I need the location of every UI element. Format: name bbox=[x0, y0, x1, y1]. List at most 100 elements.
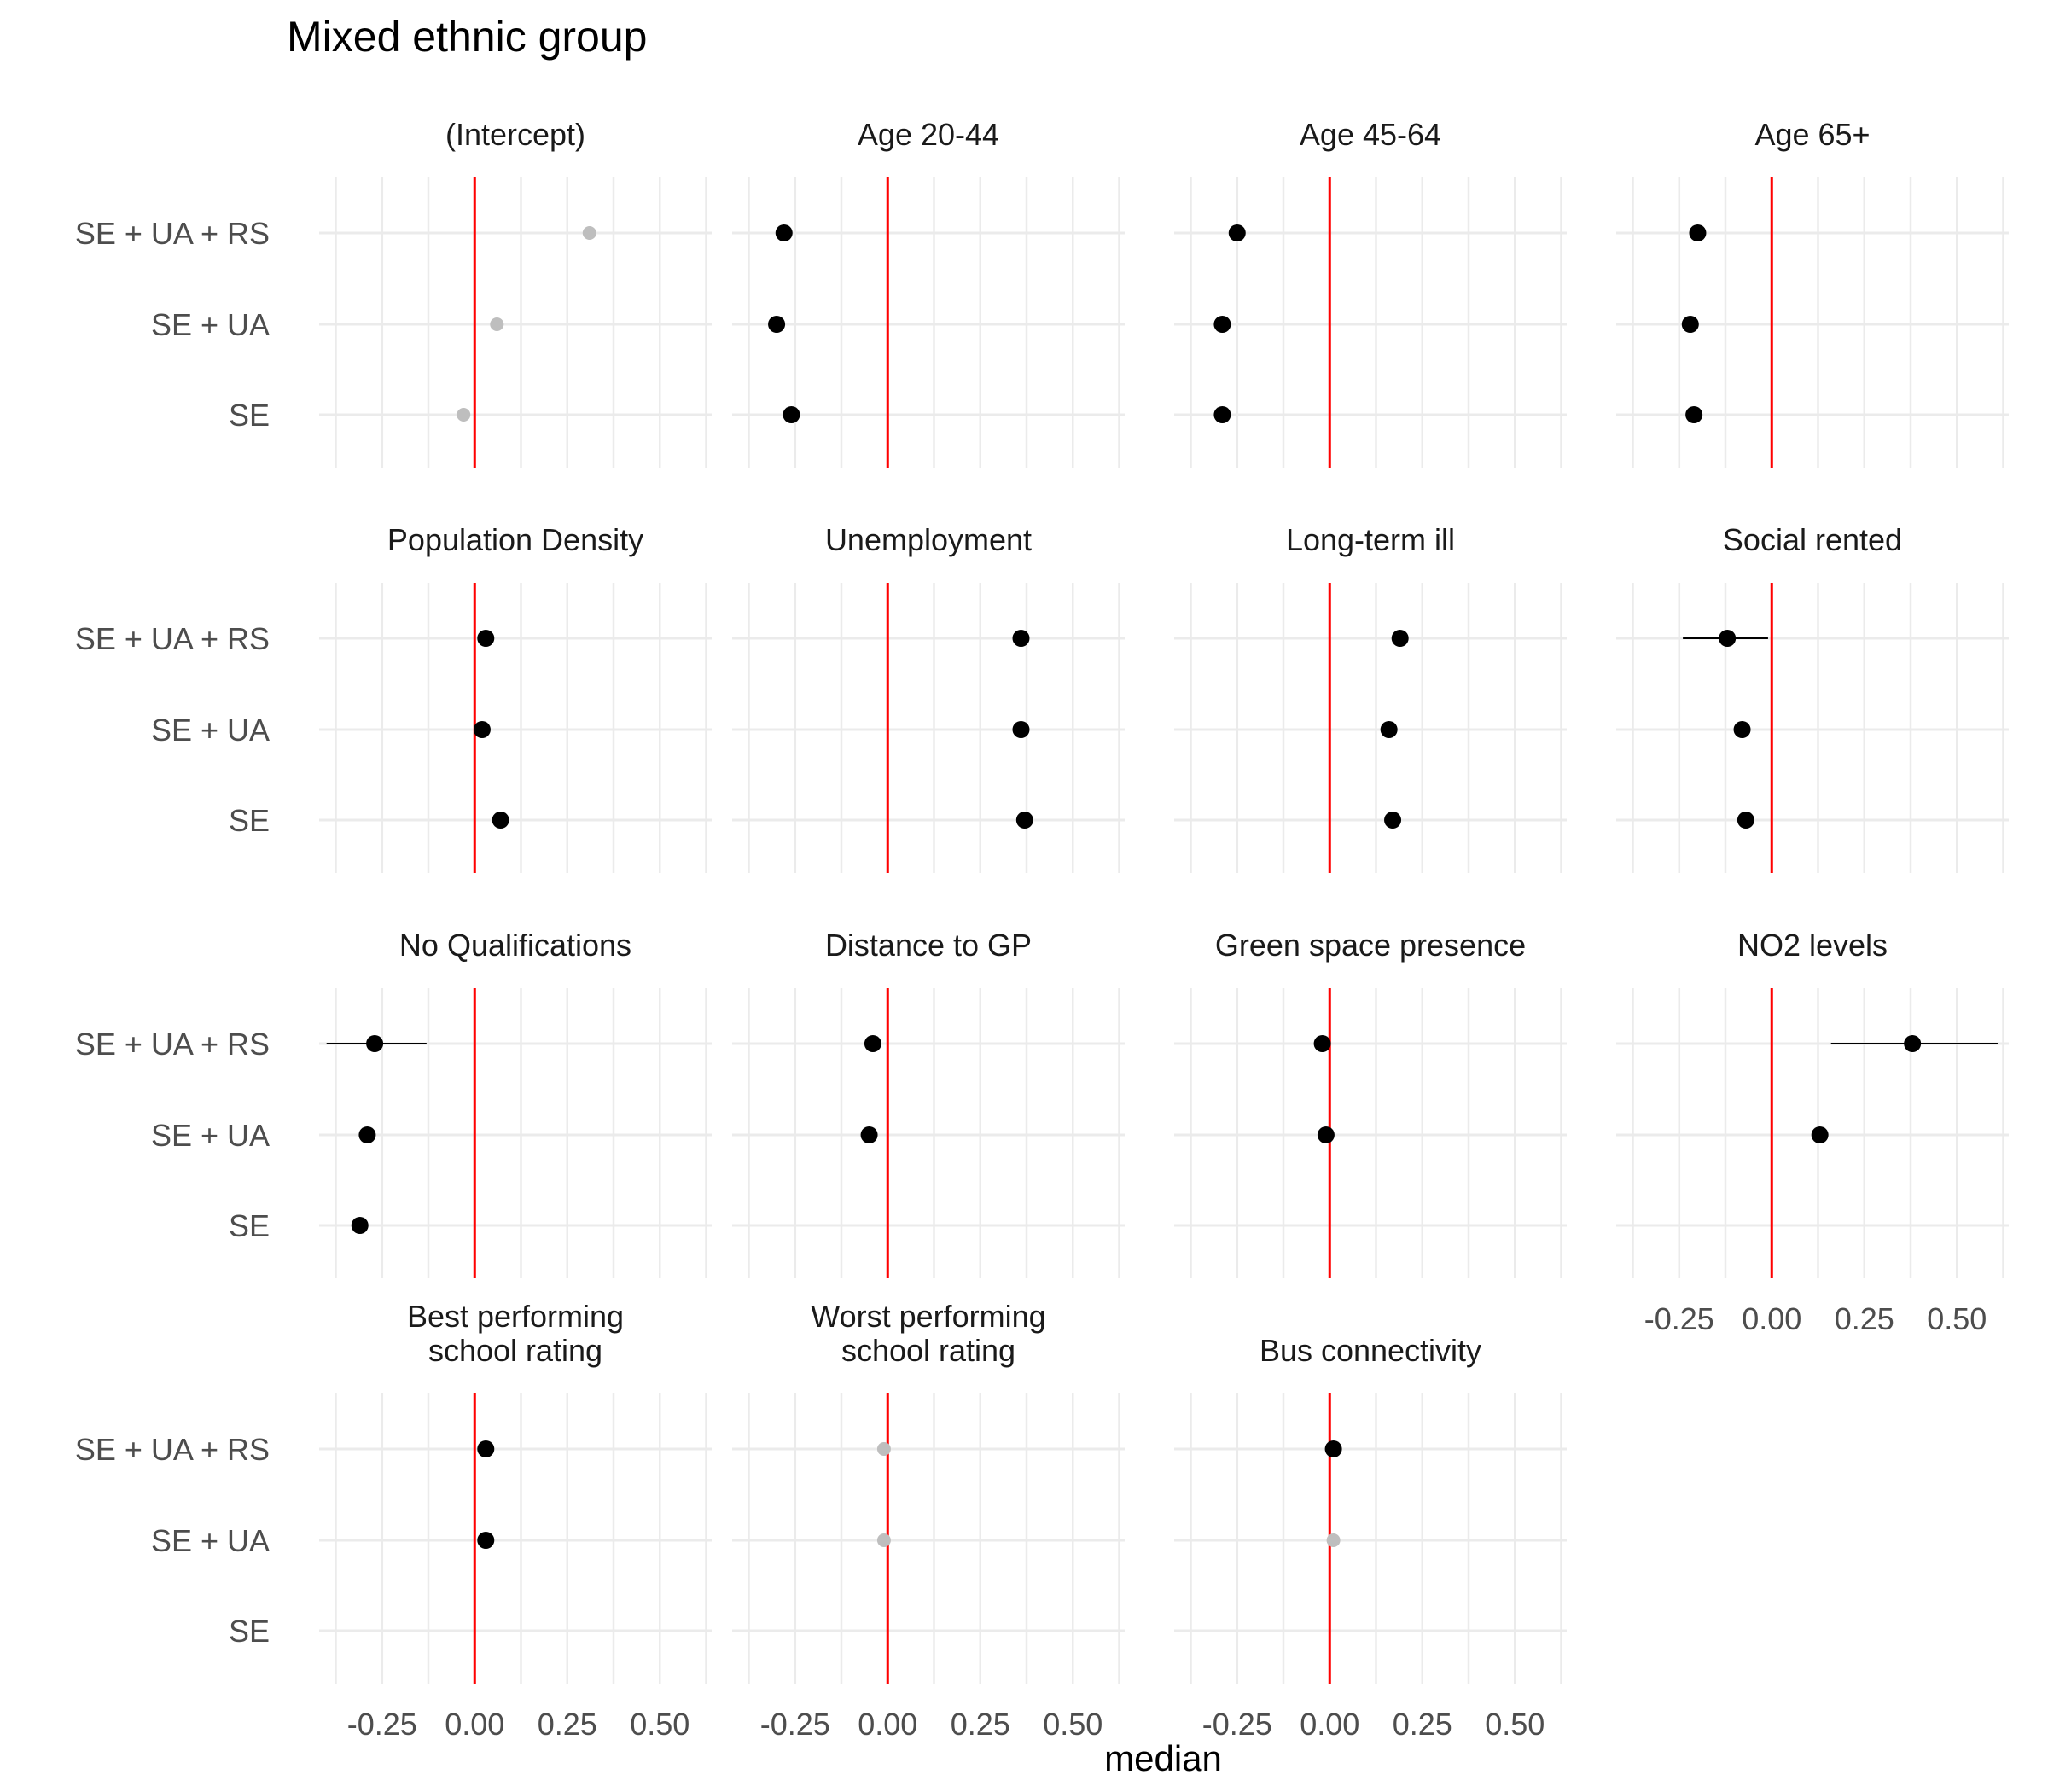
data-point bbox=[1012, 721, 1030, 738]
data-point bbox=[1737, 812, 1754, 829]
x-tick-label: 0.25 bbox=[951, 1707, 1010, 1742]
facet-label: Population Density bbox=[387, 522, 643, 557]
data-point bbox=[1391, 630, 1409, 647]
y-tick-label: SE bbox=[229, 1614, 270, 1649]
data-point bbox=[1228, 224, 1246, 241]
y-tick-label: SE + UA + RS bbox=[75, 1027, 270, 1062]
data-point bbox=[477, 1532, 495, 1549]
data-point bbox=[1719, 630, 1737, 647]
data-point bbox=[1681, 316, 1699, 333]
facet-panel-10: Green space presence bbox=[1174, 928, 1567, 1278]
data-point bbox=[358, 1126, 376, 1143]
data-point bbox=[1326, 1533, 1341, 1547]
y-tick-label: SE + UA bbox=[151, 1118, 270, 1153]
data-point bbox=[366, 1035, 384, 1052]
y-tick-label: SE bbox=[229, 803, 270, 838]
facet-panel-4: Population Density SE + UA + RS SE + UA SE bbox=[75, 522, 712, 873]
data-point bbox=[477, 1440, 495, 1457]
facet-panel-12: Best performing school rating SE + UA + RS… bbox=[75, 1299, 712, 1742]
data-point bbox=[492, 812, 509, 829]
facet-label: Age 20-44 bbox=[858, 117, 999, 152]
x-tick-label: 0.00 bbox=[1742, 1301, 1801, 1336]
data-point bbox=[864, 1035, 881, 1052]
data-point bbox=[1689, 224, 1707, 241]
facet-label-line: school rating bbox=[841, 1333, 1015, 1368]
facet-panel-9: Distance to GP bbox=[732, 928, 1125, 1278]
data-point bbox=[1015, 812, 1033, 829]
chart-title: Mixed ethnic group bbox=[287, 13, 647, 61]
facet-panel-14: Bus connectivity -0.25 0.00 0.25 0.50 bbox=[1174, 1333, 1567, 1742]
facet-panel-8: No Qualifications SE + UA + RS SE + UA SE bbox=[75, 928, 712, 1278]
data-point bbox=[1811, 1126, 1829, 1143]
data-point bbox=[775, 224, 793, 241]
facet-label: Unemployment bbox=[825, 522, 1032, 557]
data-point bbox=[783, 406, 800, 423]
facet-panels: (Intercept) SE + UA + RS SE + UA SE Age 20-4… bbox=[75, 117, 2009, 1742]
data-point bbox=[490, 317, 504, 331]
y-tick-label: SE + UA bbox=[151, 713, 270, 748]
data-point bbox=[582, 226, 596, 240]
data-point bbox=[768, 316, 786, 333]
x-tick-label: 0.50 bbox=[1927, 1301, 1987, 1336]
x-tick-label: 0.00 bbox=[1300, 1707, 1359, 1742]
facet-label: Age 65+ bbox=[1754, 117, 1870, 152]
y-tick-label: SE bbox=[229, 398, 270, 433]
x-tick-label: 0.50 bbox=[630, 1707, 689, 1742]
facet-panel-11: NO2 levels -0.25 0.00 0.25 0.50 bbox=[1616, 928, 2009, 1336]
y-tick-label: SE + UA bbox=[151, 1523, 270, 1558]
data-point bbox=[1904, 1035, 1922, 1052]
y-tick-label: SE + UA + RS bbox=[75, 216, 270, 251]
facet-label: Bus connectivity bbox=[1260, 1333, 1481, 1368]
data-point bbox=[351, 1217, 369, 1234]
data-point bbox=[1380, 721, 1398, 738]
x-tick-label: 0.00 bbox=[445, 1707, 504, 1742]
x-tick-label: -0.25 bbox=[347, 1707, 417, 1742]
data-point bbox=[1317, 1126, 1335, 1143]
x-tick-label: 0.25 bbox=[1835, 1301, 1894, 1336]
facet-label: Age 45-64 bbox=[1300, 117, 1441, 152]
x-axis-title: median bbox=[1104, 1738, 1222, 1778]
data-point bbox=[1685, 406, 1703, 423]
facet-label: Worst performing school rating bbox=[811, 1299, 1045, 1368]
data-point bbox=[876, 1442, 891, 1456]
y-tick-label: SE + UA bbox=[151, 307, 270, 342]
facet-label: Distance to GP bbox=[825, 928, 1032, 963]
data-point bbox=[1384, 812, 1402, 829]
data-point bbox=[1213, 316, 1231, 333]
facet-panel-7: Social rented bbox=[1616, 522, 2009, 873]
y-tick-label: SE bbox=[229, 1208, 270, 1243]
x-tick-label: 0.25 bbox=[1393, 1707, 1452, 1742]
facet-panel-6: Long-term ill bbox=[1174, 522, 1567, 873]
x-tick-label: 0.50 bbox=[1485, 1707, 1545, 1742]
data-point bbox=[1324, 1440, 1342, 1457]
facet-label-line: Worst performing bbox=[811, 1299, 1045, 1334]
facet-panel-0: (Intercept) SE + UA + RS SE + UA SE bbox=[75, 117, 712, 468]
facet-label: Green space presence bbox=[1215, 928, 1526, 963]
data-point bbox=[473, 721, 491, 738]
x-tick-label: -0.25 bbox=[1202, 1707, 1272, 1742]
facet-panel-2: Age 45-64 bbox=[1174, 117, 1567, 468]
facet-label: (Intercept) bbox=[445, 117, 585, 152]
data-point bbox=[1313, 1035, 1331, 1052]
y-tick-label: SE + UA + RS bbox=[75, 621, 270, 656]
data-point bbox=[1733, 721, 1751, 738]
facet-label-line: Best performing bbox=[407, 1299, 624, 1334]
facet-panel-5: Unemployment bbox=[732, 522, 1125, 873]
data-point bbox=[457, 408, 471, 422]
y-tick-label: SE + UA + RS bbox=[75, 1432, 270, 1467]
facet-panel-13: Worst performing school rating -0.25 0.00 0.… bbox=[732, 1299, 1125, 1742]
x-tick-label: -0.25 bbox=[760, 1707, 830, 1742]
facet-label: Long-term ill bbox=[1286, 522, 1455, 557]
facet-label: No Qualifications bbox=[399, 928, 631, 963]
data-point bbox=[876, 1533, 891, 1547]
x-tick-label: 0.50 bbox=[1043, 1707, 1103, 1742]
data-point bbox=[477, 630, 495, 647]
x-tick-label: -0.25 bbox=[1644, 1301, 1714, 1336]
facet-label: NO2 levels bbox=[1737, 928, 1888, 963]
data-point bbox=[1213, 406, 1231, 423]
facet-label: Best performing school rating bbox=[407, 1299, 624, 1368]
facet-panel-3: Age 65+ bbox=[1616, 117, 2009, 468]
facet-panel-1: Age 20-44 bbox=[732, 117, 1125, 468]
